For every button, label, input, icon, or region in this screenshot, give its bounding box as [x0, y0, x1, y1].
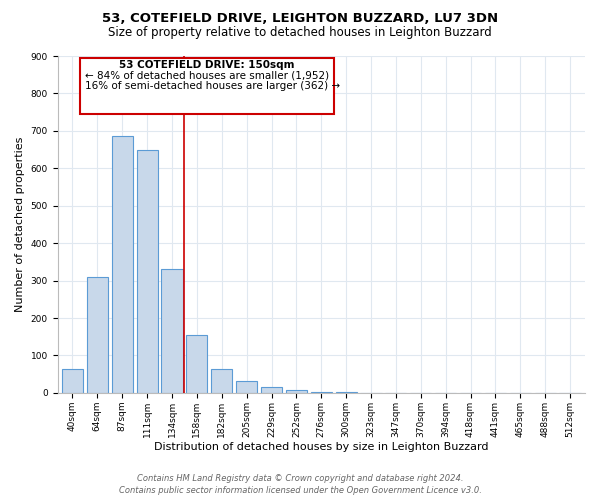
Bar	[211, 368, 232, 393]
Bar	[112, 136, 133, 393]
Bar	[261, 388, 282, 393]
Bar	[311, 392, 332, 393]
Text: 53 COTEFIELD DRIVE: 150sqm: 53 COTEFIELD DRIVE: 150sqm	[119, 60, 295, 70]
Bar	[161, 270, 182, 393]
Text: 53, COTEFIELD DRIVE, LEIGHTON BUZZARD, LU7 3DN: 53, COTEFIELD DRIVE, LEIGHTON BUZZARD, L…	[102, 12, 498, 26]
Y-axis label: Number of detached properties: Number of detached properties	[15, 137, 25, 312]
Text: Size of property relative to detached houses in Leighton Buzzard: Size of property relative to detached ho…	[108, 26, 492, 39]
Bar	[335, 392, 357, 393]
Bar	[186, 335, 208, 393]
Bar	[137, 150, 158, 393]
Bar	[286, 390, 307, 393]
X-axis label: Distribution of detached houses by size in Leighton Buzzard: Distribution of detached houses by size …	[154, 442, 488, 452]
Text: 16% of semi-detached houses are larger (362) →: 16% of semi-detached houses are larger (…	[85, 81, 340, 91]
FancyBboxPatch shape	[80, 58, 334, 114]
Text: ← 84% of detached houses are smaller (1,952): ← 84% of detached houses are smaller (1,…	[85, 71, 329, 81]
Bar	[87, 277, 108, 393]
Bar	[62, 370, 83, 393]
Text: Contains HM Land Registry data © Crown copyright and database right 2024.
Contai: Contains HM Land Registry data © Crown c…	[119, 474, 481, 495]
Bar	[236, 380, 257, 393]
